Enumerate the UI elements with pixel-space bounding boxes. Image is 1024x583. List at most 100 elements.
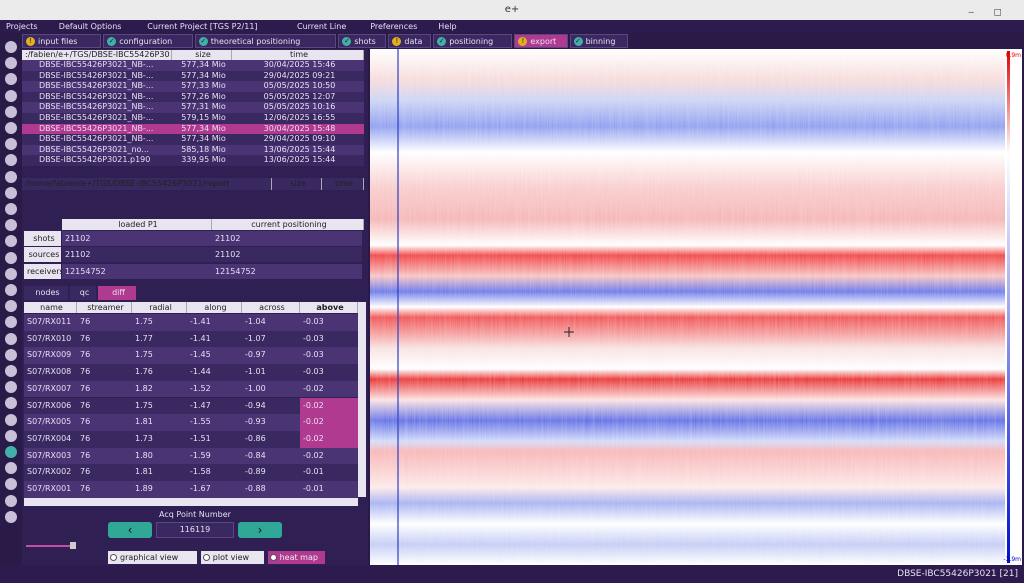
tool-button[interactable]	[5, 138, 17, 151]
tab[interactable]: ✓ positioning	[433, 34, 513, 48]
tool-button[interactable]	[5, 413, 17, 426]
diff-row[interactable]: S07/RX002 76 1.81 -1.58 -0.89 -0.01	[24, 464, 358, 481]
file-cell: 05/05/2025 12:07	[263, 91, 336, 101]
diff-row[interactable]: S07/RX004 76 1.73 -1.51 -0.86 -0.02	[24, 430, 358, 448]
tab[interactable]: ! input files	[22, 34, 102, 48]
column-header[interactable]: radial	[132, 302, 187, 313]
window-buttons[interactable]: ‒ ◻ ✕	[968, 7, 1018, 17]
column-header[interactable]: streamer	[77, 302, 132, 313]
file-row[interactable]: DBSE-IBC55426P3021_no... 585,18 Mio 13/06/…	[22, 144, 364, 156]
tool-button[interactable]	[5, 219, 17, 232]
diff-row[interactable]: S07/RX001 76 1.89 -1.67 -0.88 -0.01	[24, 481, 358, 498]
tool-button[interactable]	[5, 41, 17, 53]
file-row[interactable]: DBSE-IBC55426P3021.p190 339,95 Mio 13/06/2…	[22, 155, 364, 166]
view-radio[interactable]: heat map	[267, 551, 326, 564]
file-row[interactable]: DBSE-IBC55426P3021_NB-... 577,31 Mio 05/05…	[22, 102, 364, 113]
tab[interactable]: ! export	[514, 34, 568, 48]
column-header[interactable]: time	[322, 178, 364, 190]
tool-button[interactable]	[5, 494, 17, 507]
diff-cell: 1.75	[135, 350, 153, 360]
prev-button[interactable]: ‹	[108, 522, 152, 538]
menu-item[interactable]: Current Line	[297, 22, 347, 31]
menu-item[interactable]: Preferences	[370, 22, 418, 31]
diff-row[interactable]: S07/RX003 76 1.80 -1.59 -0.84 -0.02	[24, 447, 358, 465]
column-header[interactable]: /home/fabien/e+/TGS/DBSE-IBC55426P3021/r…	[22, 178, 272, 190]
tool-button[interactable]	[5, 348, 17, 361]
diff-row[interactable]: S07/RX011 76 1.75 -1.41 -1.04 -0.03	[24, 314, 358, 331]
column-header[interactable]: name	[24, 302, 77, 313]
menu-item[interactable]: Current Project [TGS P2/11]	[147, 22, 258, 31]
column-header[interactable]: along	[187, 302, 242, 313]
tool-button[interactable]	[5, 462, 17, 475]
column-header[interactable]: time	[232, 50, 364, 60]
tool-button[interactable]	[5, 122, 17, 134]
tool-button[interactable]	[5, 105, 17, 118]
column-header[interactable]: size	[272, 178, 322, 190]
row-header: receivers	[24, 263, 61, 279]
slider-handle[interactable]	[70, 542, 76, 549]
file-row[interactable]: DBSE-IBC55426P3021_NB-... 577,34 Mio 29/04…	[22, 70, 364, 82]
view-radio[interactable]: plot view	[200, 551, 264, 564]
diff-row[interactable]: S07/RX005 76 1.81 -1.55 -0.93 -0.02	[24, 414, 358, 431]
tool-button[interactable]	[5, 203, 17, 215]
tool-button[interactable]	[5, 267, 17, 280]
next-button[interactable]: ›	[238, 522, 282, 538]
horizontal-scrollbar[interactable]	[24, 498, 358, 506]
diff-cell: -1.47	[190, 400, 211, 410]
vertical-scrollbar[interactable]	[358, 302, 366, 497]
file-row[interactable]: DBSE-IBC55426P3021_NB-... 577,34 Mio 30/04…	[22, 60, 364, 71]
tab[interactable]: ✓ configuration	[103, 34, 193, 48]
file-row[interactable]: DBSE-IBC55426P3021_NB-... 577,34 Mio 30/04…	[22, 123, 364, 135]
diff-row[interactable]: S07/RX006 76 1.75 -1.47 -0.94 -0.02	[24, 397, 358, 415]
file-row[interactable]: DBSE-IBC55426P3021_NB-... 577,26 Mio 05/05…	[22, 91, 364, 103]
tool-button[interactable]	[5, 446, 17, 458]
tool-button[interactable]	[5, 397, 17, 410]
acq-value[interactable]: 116119	[156, 522, 234, 538]
slider[interactable]	[26, 545, 76, 547]
subtab[interactable]: nodes	[24, 286, 68, 300]
subtab[interactable]: diff	[98, 286, 136, 300]
tool-button[interactable]	[5, 429, 17, 442]
diff-row[interactable]: S07/RX008 76 1.76 -1.44 -1.01 -0.03	[24, 364, 358, 381]
tool-button[interactable]	[5, 365, 17, 377]
diff-cell: -0.02	[303, 450, 324, 460]
tab[interactable]: ✓ theoretical positioning	[194, 34, 337, 48]
tool-button[interactable]	[5, 154, 17, 167]
tool-button[interactable]	[5, 381, 17, 394]
file-row[interactable]: DBSE-IBC55426P3021_NB-... 577,33 Mio 05/05…	[22, 81, 364, 92]
tool-button[interactable]	[5, 89, 17, 102]
file-row[interactable]: DBSE-IBC55426P3021_NB-... 577,34 Mio 29/04…	[22, 134, 364, 145]
tool-button[interactable]	[5, 57, 17, 70]
column-header[interactable]: :/fabien/e+/TGS/DBSE-IBC55426P30	[22, 50, 172, 60]
tool-button[interactable]	[5, 284, 17, 296]
file-row[interactable]: DBSE-IBC55426P3021_NB-... 579,15 Mio 12/06…	[22, 113, 364, 124]
tool-button[interactable]	[5, 478, 17, 491]
subtab[interactable]: qc	[70, 286, 96, 300]
column-header[interactable]: across	[242, 302, 300, 313]
diff-row[interactable]: S07/RX009 76 1.75 -1.45 -0.97 -0.03	[24, 347, 358, 365]
tab[interactable]: ✓ shots	[338, 34, 387, 48]
tool-button[interactable]	[5, 300, 17, 313]
menu-item[interactable]: Default Options	[58, 22, 122, 31]
tool-button[interactable]	[5, 170, 17, 183]
column-header[interactable]: above	[300, 302, 358, 313]
diff-cell: -1.45	[190, 350, 211, 360]
tab[interactable]: ! data	[388, 34, 432, 48]
diff-cell: -1.44	[190, 367, 211, 377]
column-header[interactable]: size	[172, 50, 232, 60]
tool-button[interactable]	[5, 73, 17, 86]
menu-item[interactable]: Help	[438, 22, 457, 31]
tool-button[interactable]	[5, 510, 17, 523]
tab[interactable]: ✓ binning	[569, 34, 628, 48]
tool-button[interactable]	[5, 186, 17, 199]
tool-button[interactable]	[5, 316, 17, 329]
heat-map: 0.9m -3.9m	[370, 49, 1022, 565]
tool-button[interactable]	[5, 332, 17, 345]
tool-button[interactable]	[5, 251, 17, 264]
tool-button[interactable]	[5, 235, 17, 248]
menu-item[interactable]: Projects	[6, 22, 38, 31]
view-radio[interactable]: graphical view	[108, 551, 197, 564]
diff-row[interactable]: S07/RX010 76 1.77 -1.41 -1.07 -0.03	[24, 330, 358, 348]
diff-row[interactable]: S07/RX007 76 1.82 -1.52 -1.00 -0.02	[24, 380, 358, 398]
diff-cell: S07/RX010	[27, 333, 72, 343]
